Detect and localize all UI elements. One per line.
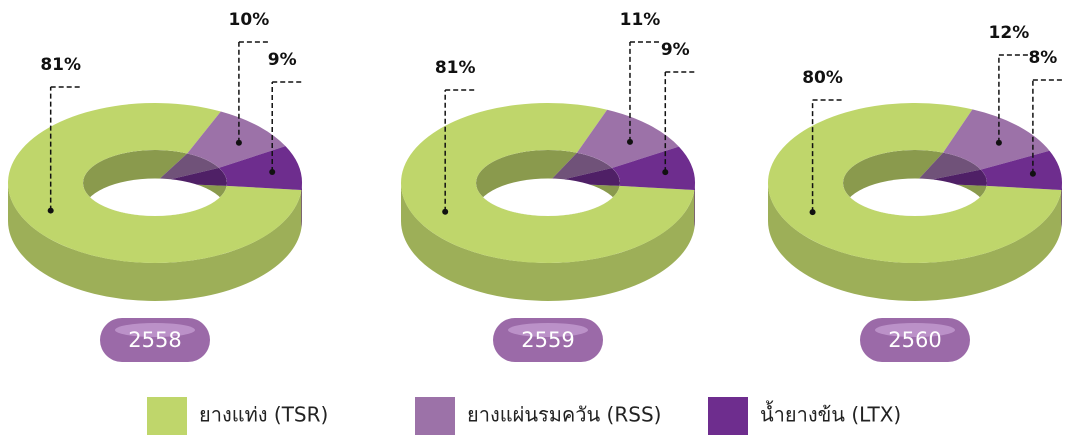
hole-floor bbox=[843, 178, 987, 216]
leader-dot bbox=[662, 169, 669, 176]
slice bbox=[943, 109, 1050, 170]
year-label: 2560 bbox=[888, 328, 941, 352]
value-label: 81% bbox=[435, 58, 476, 78]
hole bbox=[83, 150, 227, 216]
legend-swatch bbox=[708, 397, 748, 435]
slice bbox=[980, 150, 1062, 190]
slice-side bbox=[1061, 183, 1062, 228]
slice-side bbox=[8, 183, 302, 301]
slice bbox=[576, 109, 679, 168]
value-label: 10% bbox=[229, 10, 270, 30]
leader-dot bbox=[47, 207, 54, 214]
year-badge-shine bbox=[875, 323, 955, 337]
inner-wall bbox=[548, 152, 613, 183]
hole-floor bbox=[476, 178, 620, 216]
hole bbox=[476, 150, 620, 216]
inner-wall bbox=[155, 153, 219, 183]
slice bbox=[7, 102, 302, 264]
hole-floor bbox=[83, 178, 227, 216]
leader-dot bbox=[626, 138, 633, 145]
slice bbox=[401, 103, 695, 264]
value-label: 8% bbox=[1028, 48, 1057, 68]
value-label: 9% bbox=[268, 50, 297, 70]
leader-dot bbox=[235, 139, 242, 146]
leader-dot bbox=[1029, 170, 1036, 177]
slice bbox=[612, 146, 695, 190]
legend-label: ยางแผ่นรมควัน (RSS) bbox=[467, 403, 661, 427]
hole bbox=[843, 150, 987, 216]
leader-dot bbox=[269, 169, 276, 176]
year-badge-shine bbox=[508, 323, 588, 337]
slice bbox=[768, 102, 1062, 264]
slice bbox=[187, 111, 286, 168]
year-label: 2559 bbox=[521, 328, 574, 352]
leader-dot bbox=[809, 209, 816, 216]
inner-wall bbox=[915, 152, 981, 183]
year-badge-shine bbox=[115, 323, 195, 337]
leader-dot bbox=[995, 139, 1002, 146]
legend-label: ยางแท่ง (TSR) bbox=[199, 403, 328, 427]
slice-side bbox=[301, 183, 302, 228]
legend-swatch bbox=[147, 397, 187, 435]
value-label: 80% bbox=[802, 68, 843, 88]
slice bbox=[218, 146, 302, 190]
slice-side bbox=[694, 183, 695, 228]
slice-side bbox=[768, 183, 1062, 302]
year-label: 2558 bbox=[128, 328, 181, 352]
legend-label: น้ำยางข้น (LTX) bbox=[760, 401, 901, 427]
leader-dot bbox=[442, 208, 449, 215]
value-label: 81% bbox=[40, 55, 81, 75]
value-label: 12% bbox=[989, 23, 1030, 43]
legend-swatch bbox=[415, 397, 455, 435]
value-label: 9% bbox=[661, 40, 690, 60]
slice-side bbox=[401, 183, 695, 302]
value-label: 11% bbox=[620, 10, 661, 30]
